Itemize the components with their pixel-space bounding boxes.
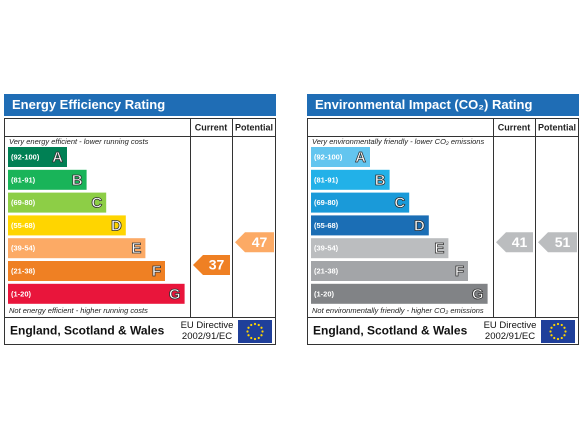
column-header: Current bbox=[195, 122, 228, 132]
title-bar bbox=[307, 94, 579, 116]
band-letter: A bbox=[52, 149, 63, 166]
eu-star bbox=[260, 334, 263, 337]
eu-star bbox=[247, 326, 250, 329]
column-header: Current bbox=[498, 122, 531, 132]
eu-star bbox=[253, 322, 257, 326]
eu-star bbox=[553, 336, 556, 340]
panel-title: Environmental Impact (CO₂) Rating bbox=[315, 97, 532, 112]
band-range: (81-91) bbox=[11, 175, 36, 184]
eu-star bbox=[257, 336, 260, 340]
eu-flag bbox=[238, 320, 272, 343]
rating-band bbox=[311, 192, 410, 213]
eu-star bbox=[261, 330, 264, 333]
eu-star bbox=[560, 323, 563, 327]
eu-directive: EU Directive bbox=[181, 320, 234, 331]
bottom-note: Not environmentally friendly - higher CO… bbox=[312, 306, 484, 315]
column-header: Potential bbox=[538, 122, 576, 132]
eu-star bbox=[253, 337, 257, 341]
band-range: (92-100) bbox=[11, 152, 40, 161]
eu-star bbox=[247, 334, 250, 337]
eu-directive: 2002/91/EC bbox=[485, 331, 535, 342]
bottom-note: Not energy efficient - higher running co… bbox=[9, 306, 148, 315]
panel-frame bbox=[307, 118, 579, 345]
band-letter: E bbox=[434, 240, 444, 257]
eu-star bbox=[250, 323, 253, 327]
rating-band bbox=[311, 238, 449, 259]
rating-band bbox=[8, 215, 126, 236]
rating-arrow bbox=[193, 255, 230, 275]
eu-star bbox=[553, 323, 556, 327]
rating-band bbox=[8, 169, 87, 190]
eu-star bbox=[550, 334, 553, 337]
rating-band bbox=[311, 169, 390, 190]
eu-star bbox=[556, 337, 560, 341]
rating-arrow bbox=[496, 232, 533, 253]
band-letter: F bbox=[152, 263, 161, 280]
band-range: (92-100) bbox=[314, 152, 343, 161]
rating-arrow bbox=[235, 232, 274, 253]
band-letter: D bbox=[414, 217, 425, 234]
band-range: (39-54) bbox=[314, 244, 339, 253]
band-range: (81-91) bbox=[314, 175, 339, 184]
band-range: (1-20) bbox=[314, 289, 335, 298]
band-range: (69-80) bbox=[11, 198, 36, 207]
rating-value: 51 bbox=[555, 234, 571, 250]
top-note: Very energy efficient - lower running co… bbox=[9, 137, 149, 146]
eu-star bbox=[549, 330, 552, 333]
rating-band bbox=[311, 215, 429, 236]
rating-value: 41 bbox=[512, 234, 528, 250]
band-letter: G bbox=[472, 286, 484, 303]
eu-star bbox=[556, 322, 560, 326]
rating-band bbox=[8, 283, 185, 304]
band-letter: F bbox=[455, 263, 464, 280]
rating-value: 37 bbox=[209, 257, 225, 273]
eu-star bbox=[564, 330, 567, 333]
band-letter: G bbox=[169, 286, 181, 303]
band-letter: E bbox=[131, 240, 141, 257]
rating-band bbox=[8, 147, 67, 167]
band-letter: B bbox=[375, 172, 386, 189]
eu-star bbox=[563, 334, 566, 337]
band-range: (69-80) bbox=[314, 198, 339, 207]
band-range: (55-68) bbox=[314, 221, 339, 230]
band-letter: A bbox=[355, 149, 366, 166]
eu-directive: 2002/91/EC bbox=[182, 331, 232, 342]
rating-value: 47 bbox=[252, 234, 268, 250]
band-range: (55-68) bbox=[11, 221, 36, 230]
eu-star bbox=[250, 336, 253, 340]
rating-band bbox=[8, 238, 146, 259]
band-range: (39-54) bbox=[11, 244, 36, 253]
band-letter: C bbox=[394, 195, 405, 212]
rating-band bbox=[311, 283, 488, 304]
rating-arrow bbox=[538, 232, 577, 253]
eu-star bbox=[550, 326, 553, 329]
panel-title: Energy Efficiency Rating bbox=[12, 97, 165, 112]
footer-region: England, Scotland & Wales bbox=[10, 324, 165, 338]
band-letter: C bbox=[91, 195, 102, 212]
title-bar bbox=[4, 94, 276, 116]
footer-region: England, Scotland & Wales bbox=[313, 324, 468, 338]
eu-directive: EU Directive bbox=[484, 320, 537, 331]
rating-panel: Energy Efficiency Rating Current Potential… bbox=[4, 94, 276, 345]
rating-band bbox=[8, 192, 107, 213]
rating-panel: Environmental Impact (CO₂) Rating Current… bbox=[307, 94, 579, 345]
top-note: Very environmentally friendly - lower CO… bbox=[312, 137, 484, 146]
eu-star bbox=[260, 326, 263, 329]
eu-star bbox=[560, 336, 563, 340]
eu-star bbox=[563, 326, 566, 329]
rating-band bbox=[311, 261, 468, 281]
column-header: Potential bbox=[235, 122, 273, 132]
eu-star bbox=[257, 323, 260, 327]
band-letter: B bbox=[72, 172, 83, 189]
panel-frame bbox=[4, 118, 276, 345]
band-range: (21-38) bbox=[314, 266, 339, 275]
band-range: (1-20) bbox=[11, 289, 32, 298]
rating-band bbox=[311, 147, 370, 167]
rating-band bbox=[8, 261, 165, 281]
eu-flag bbox=[541, 320, 575, 343]
band-letter: D bbox=[111, 217, 122, 234]
band-range: (21-38) bbox=[11, 266, 36, 275]
eu-star bbox=[246, 330, 249, 333]
